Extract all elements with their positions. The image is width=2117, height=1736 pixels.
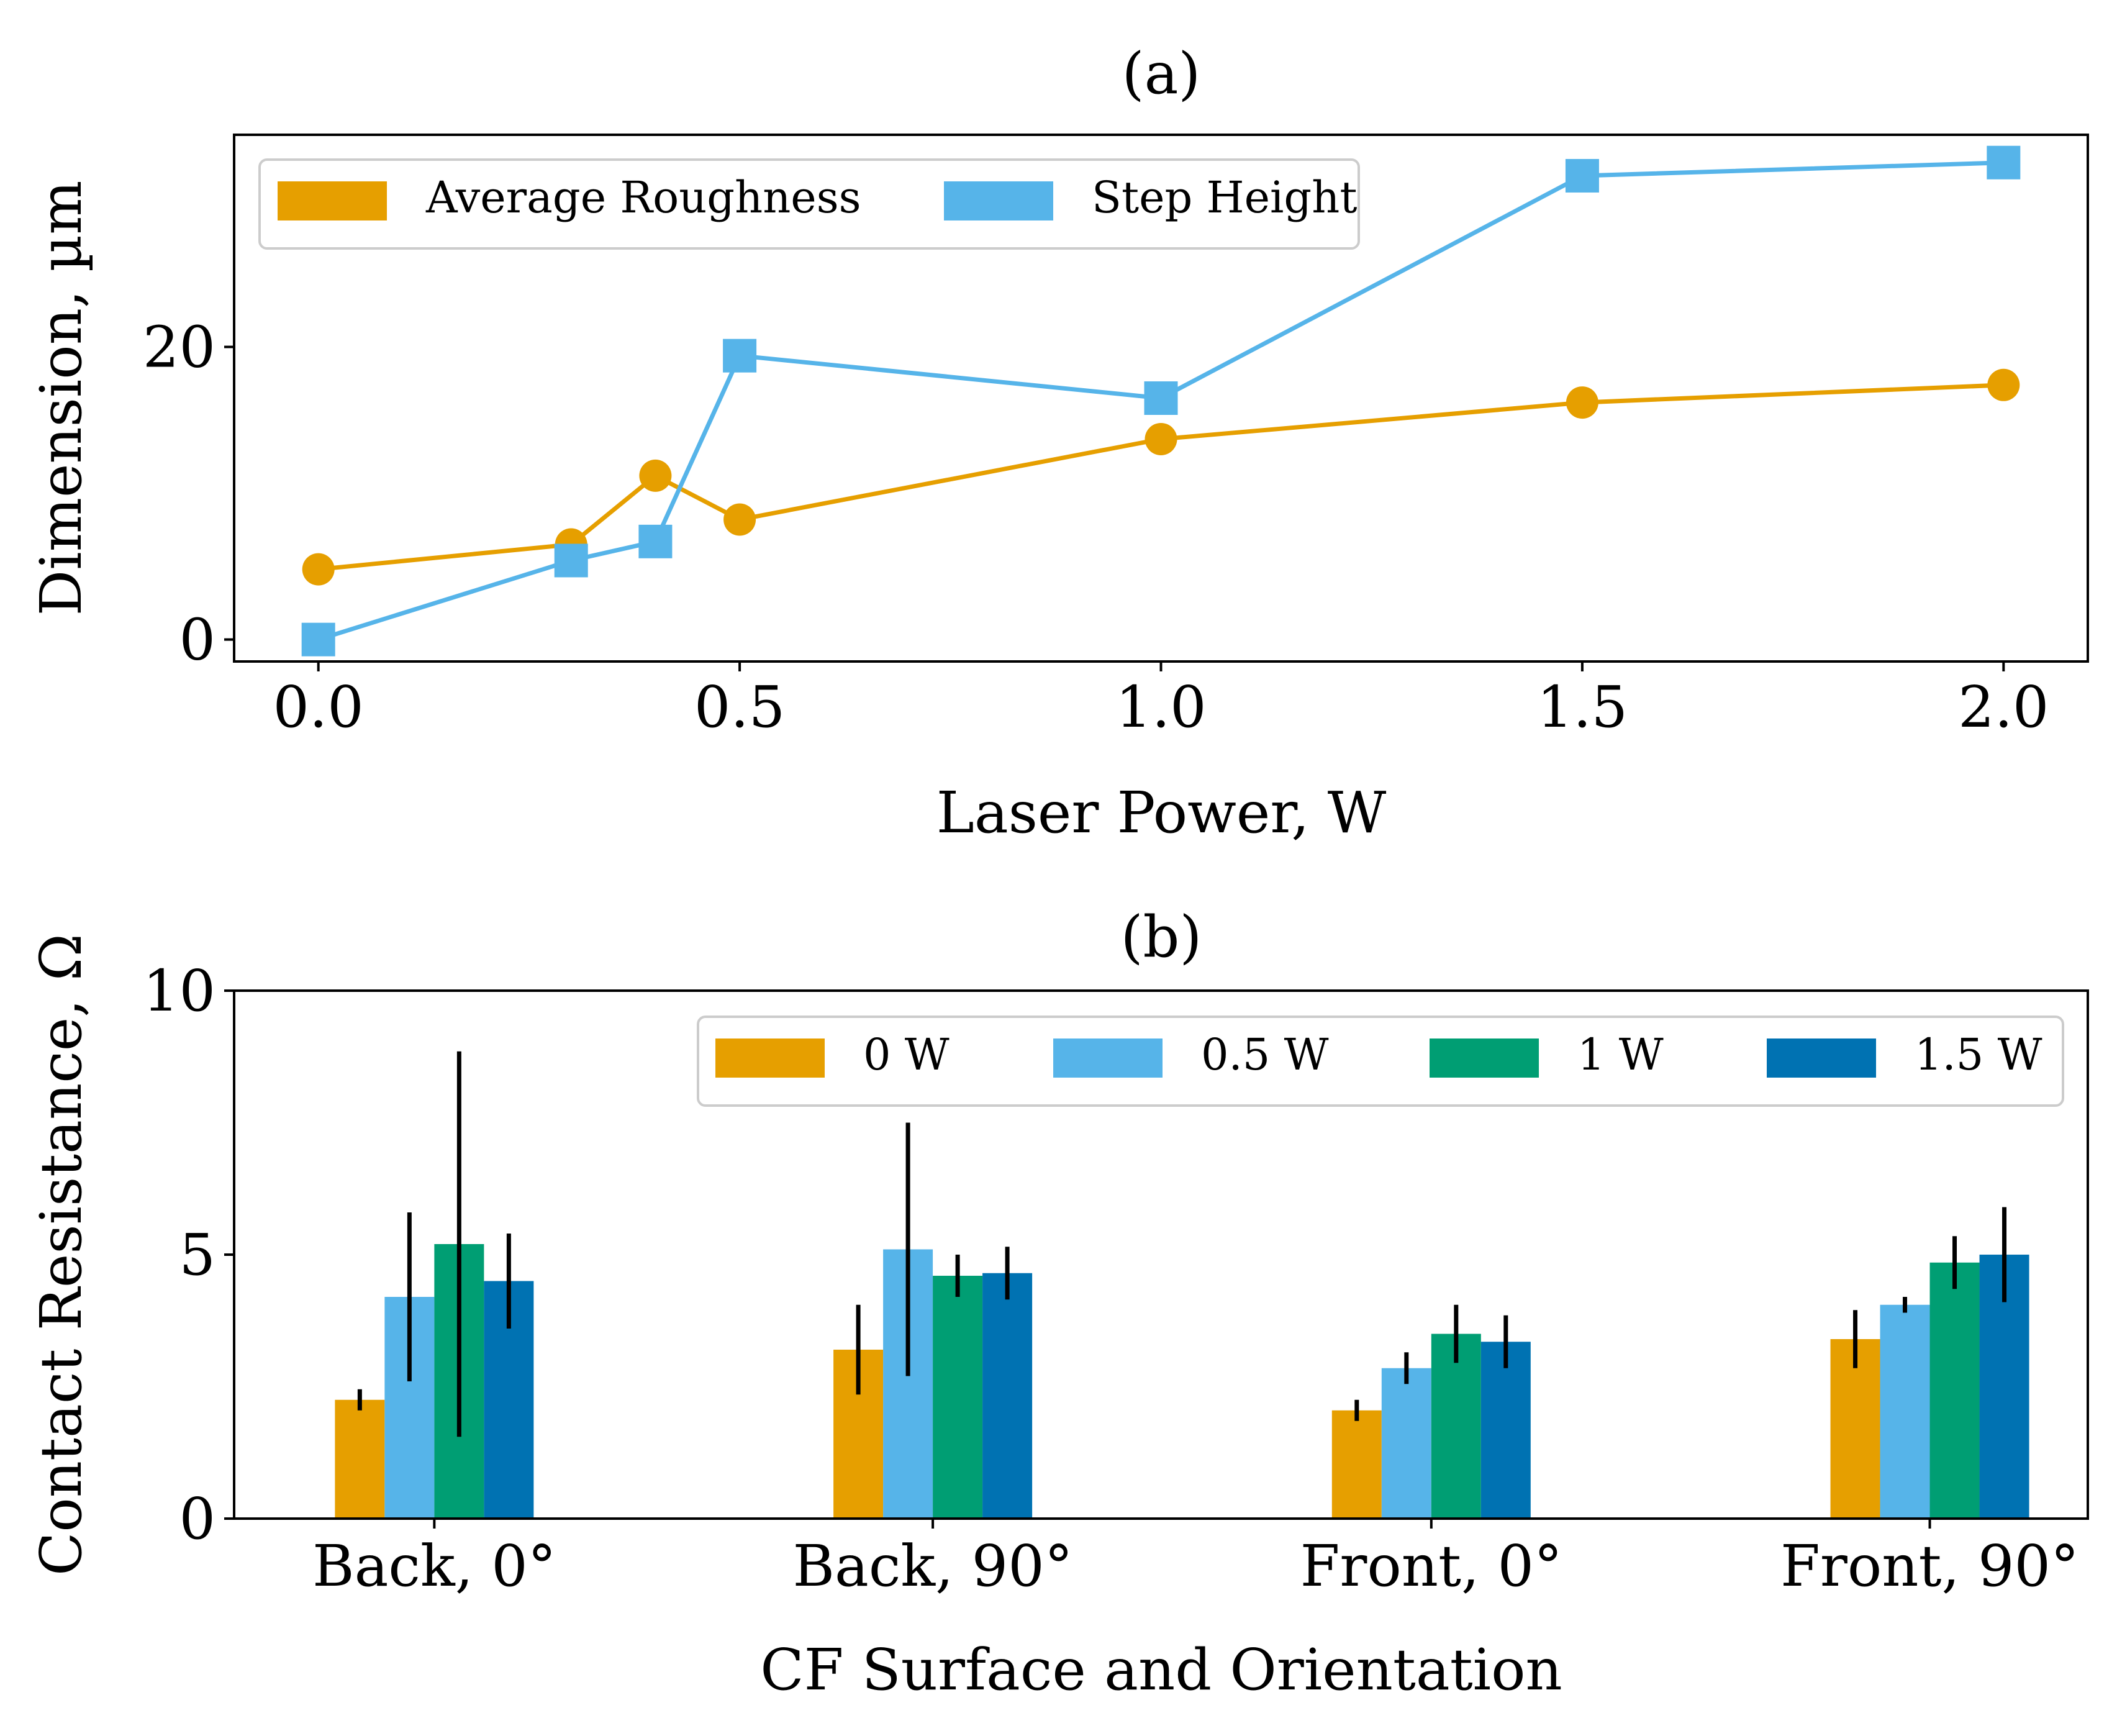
bar-1-w-back-90 (933, 1276, 983, 1519)
point-step-height-2 (638, 524, 673, 558)
bar-0-w-front-0 (1331, 1410, 1382, 1519)
point-average-roughness-0 (302, 553, 335, 586)
panel-a-title: (a) (1122, 40, 1201, 107)
point-average-roughness-5 (1566, 386, 1598, 419)
point-step-height-0 (301, 622, 335, 657)
legend-label-1w: 1 W (1577, 1029, 1664, 1080)
panel-a-legend: Average Roughness Step Height (258, 158, 1360, 250)
panel-b-title: (b) (1121, 904, 1202, 970)
point-average-roughness-3 (723, 503, 756, 536)
legend-label-0w: 0 W (863, 1029, 950, 1080)
legend-label-0-5w: 0.5 W (1201, 1029, 1329, 1080)
bar-0-w-back-0 (335, 1399, 385, 1519)
x-tick-label: Front, 90° (1780, 1533, 2079, 1599)
x-tick-label: 0.5 (694, 674, 785, 740)
panel-a: (a) 0.0 0.5 1.0 1.5 2.0 0 20 Laser Power, W D… (28, 40, 2089, 846)
panel-b-y-ticks: 0 5 10 (143, 958, 234, 1552)
bar-1-5-w-front-0 (1480, 1342, 1531, 1519)
bar-1-w-front-0 (1431, 1334, 1481, 1519)
x-tick-label: 1.5 (1537, 674, 1628, 740)
bar-0-w-front-90 (1830, 1339, 1880, 1519)
bar-0-5-w-front-90 (1880, 1304, 1930, 1519)
panel-a-legend-box (258, 158, 1360, 250)
panel-b-x-ticks: Back, 0° Back, 90° Front, 0° Front, 90° (312, 1519, 2079, 1599)
point-average-roughness-4 (1145, 422, 1177, 455)
panel-b-x-axis-label: CF Surface and Orientation (760, 1637, 1562, 1703)
legend-label-1-5w: 1.5 W (1915, 1029, 2042, 1080)
panel-a-y-ticks: 0 20 (143, 314, 234, 673)
x-tick-label: Front, 0° (1300, 1533, 1562, 1599)
legend-swatch-step-height (944, 181, 1053, 220)
legend-swatch-1-5w (1767, 1038, 1876, 1078)
point-average-roughness-6 (1987, 368, 2020, 401)
panel-b-plot (335, 1051, 2029, 1519)
panel-a-x-ticks: 0.0 0.5 1.0 1.5 2.0 (273, 661, 2049, 740)
bar-1-w-front-90 (1929, 1262, 1980, 1519)
x-tick-label: 1.0 (1115, 674, 1206, 740)
point-step-height-5 (1565, 158, 1599, 193)
point-average-roughness-2 (639, 459, 672, 492)
point-step-height-4 (1144, 381, 1178, 415)
point-step-height-1 (554, 543, 588, 578)
y-tick-label: 0 (179, 607, 215, 673)
legend-label-average-roughness: Average Roughness (425, 172, 861, 223)
bar-0-5-w-front-0 (1381, 1368, 1431, 1519)
point-step-height-6 (1987, 145, 2021, 180)
legend-swatch-0w (715, 1038, 825, 1078)
legend-label-step-height: Step Height (1092, 172, 1357, 223)
y-tick-label: 20 (143, 314, 215, 381)
panel-a-x-axis-label: Laser Power, W (936, 779, 1387, 846)
y-tick-label: 10 (143, 958, 215, 1024)
x-tick-label: 0.0 (273, 674, 364, 740)
legend-swatch-1w (1430, 1038, 1539, 1078)
panel-a-y-axis-label: Dimension, µm (28, 181, 94, 616)
x-tick-label: Back, 0° (312, 1533, 556, 1599)
y-tick-label: 0 (179, 1486, 215, 1552)
bar-1-5-w-back-90 (982, 1273, 1033, 1519)
panel-a-plot (301, 145, 2021, 657)
legend-swatch-average-roughness (278, 181, 387, 220)
legend-swatch-0-5w (1053, 1038, 1163, 1078)
panel-b-legend-box (697, 1016, 2064, 1107)
x-tick-label: Back, 90° (792, 1533, 1072, 1599)
y-tick-label: 5 (179, 1222, 215, 1288)
panel-b-legend: 0 W 0.5 W 1 W 1.5 W (697, 1016, 2064, 1107)
x-tick-label: 2.0 (1958, 674, 2049, 740)
panel-b-y-axis-label: Contact Resistance, Ω (28, 934, 94, 1576)
point-step-height-3 (723, 339, 757, 373)
panel-b: (b) Back, 0° Back, 90° Front, 0° Front, 90°… (28, 904, 2089, 1703)
